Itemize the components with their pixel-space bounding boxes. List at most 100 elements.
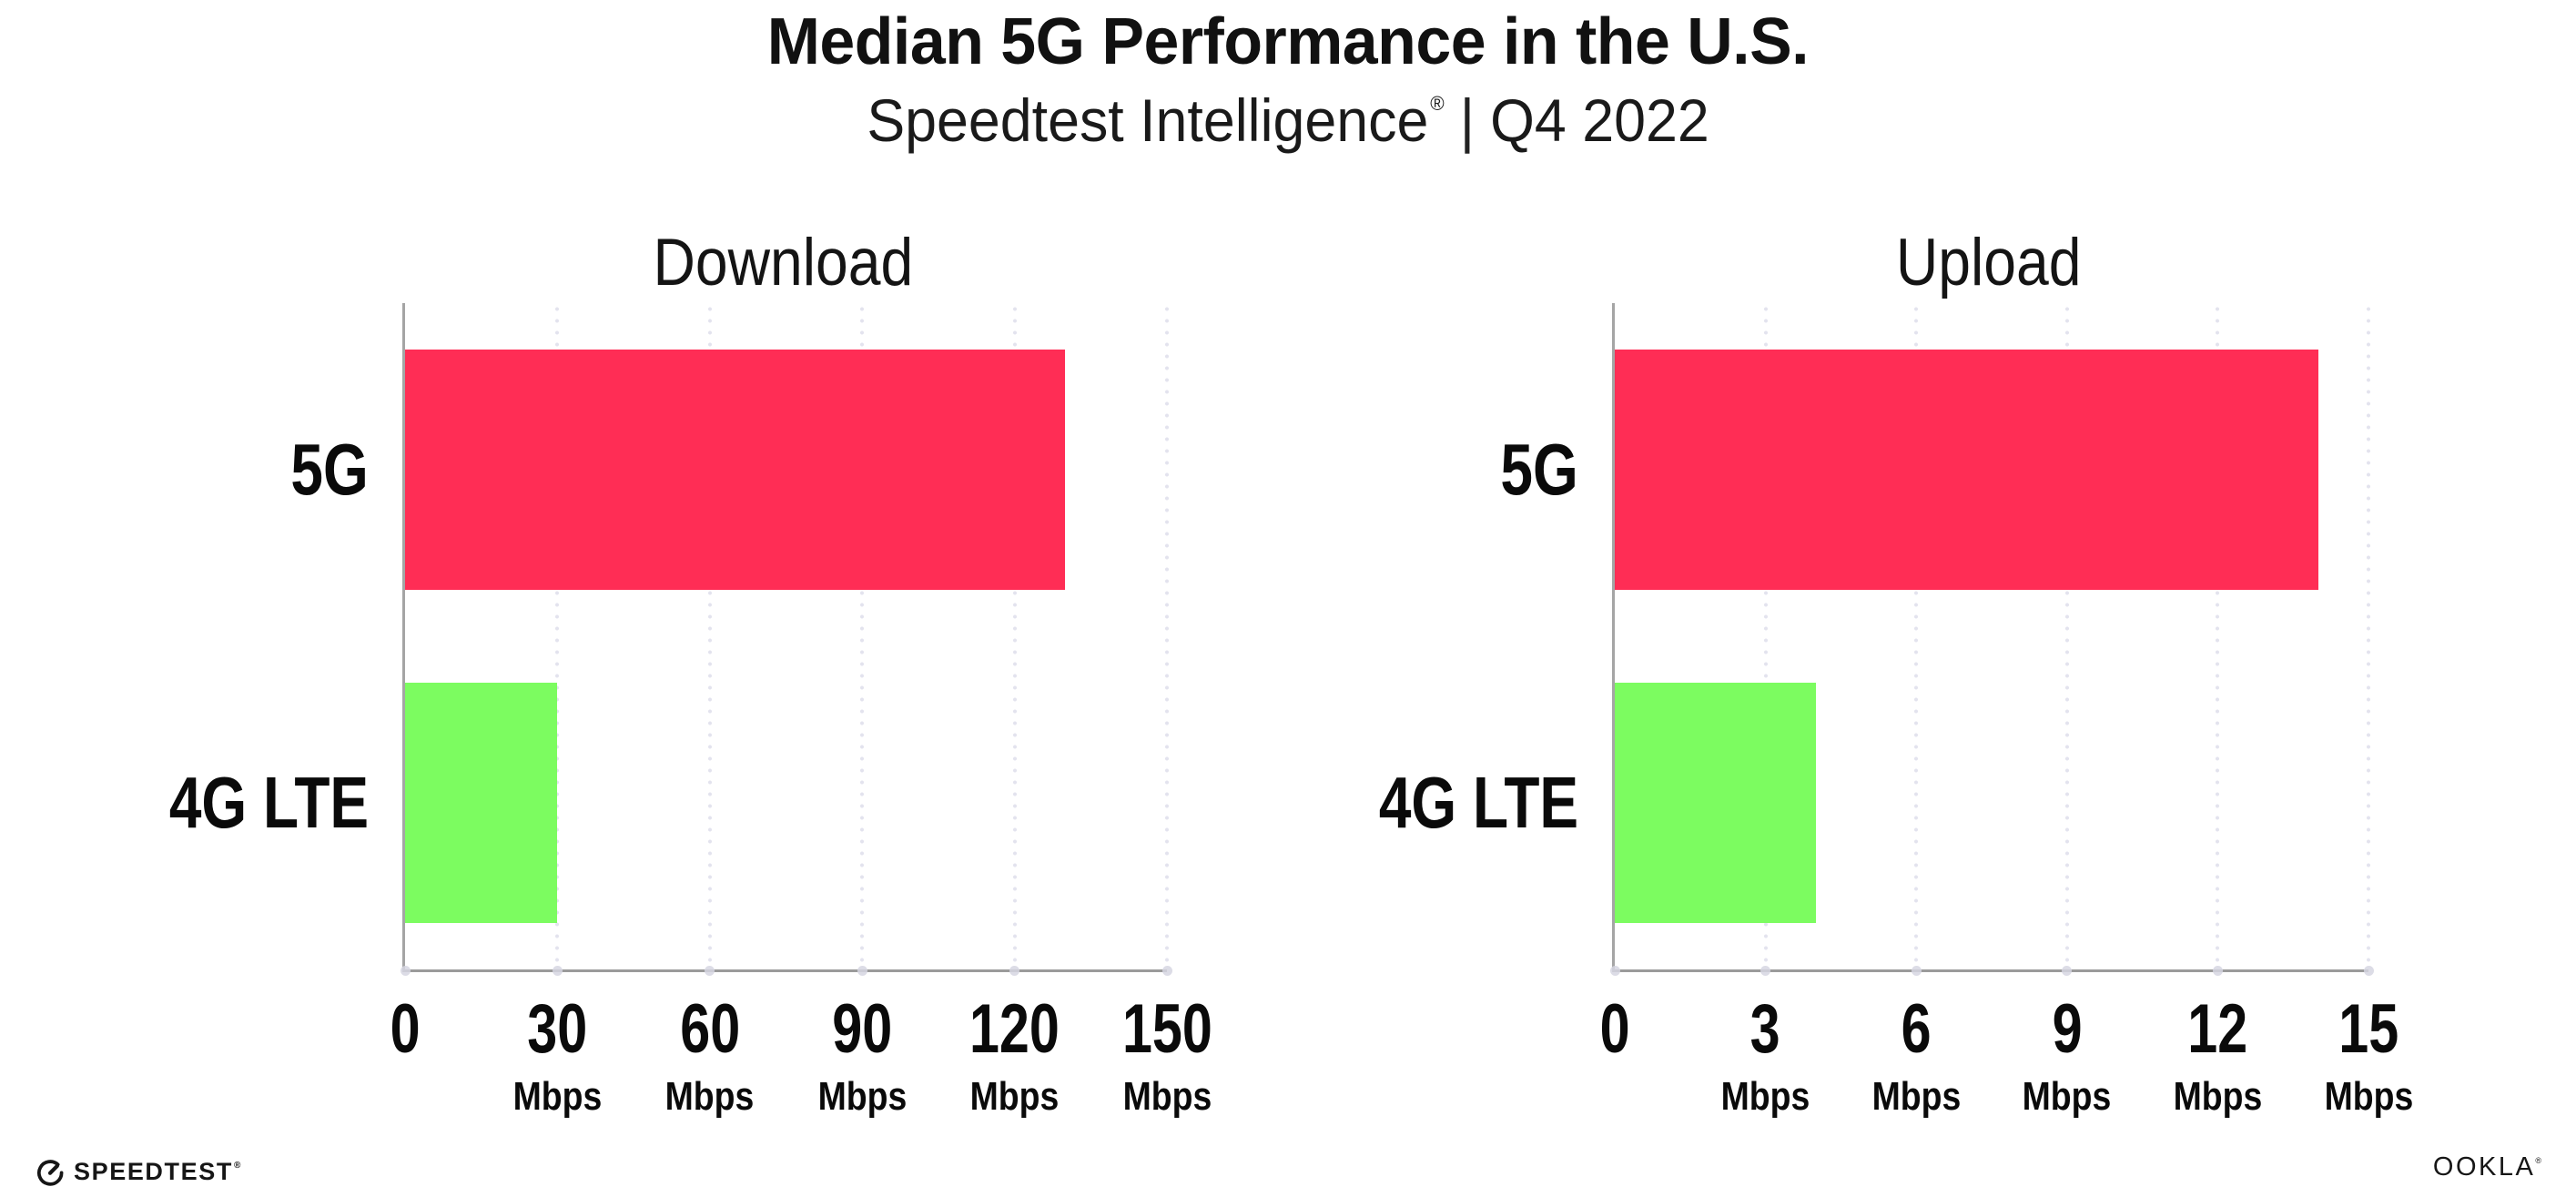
x-tick-unit-text: Mbps (817, 1074, 908, 1119)
x-tick-unit-text: Mbps (1720, 1074, 1810, 1119)
gridline-30 (555, 303, 560, 969)
bar-4g-lte (405, 683, 558, 923)
x-tick-label-30: 30 Mbps (466, 995, 648, 1117)
x-tick-value: 12 (2187, 990, 2248, 1068)
axis-tick-dot-0 (400, 966, 411, 976)
ookla-registered-mark-icon: ® (2535, 1156, 2541, 1165)
bar-5g (1615, 350, 2318, 590)
upload-plot-area: 0 3 Mbps 6 Mbps 9 Mbps 12 Mbps 15 Mbps 5G 4G LTE (1379, 303, 2413, 1117)
page-subtitle: Speedtest Intelligence® | Q4 2022 (0, 86, 2576, 155)
ookla-wordmark: OOKLA (2432, 1152, 2536, 1182)
x-tick-unit-text: Mbps (1871, 1074, 1962, 1119)
x-tick-unit: Mbps (2126, 1077, 2308, 1117)
header: Median 5G Performance in the U.S. Speedt… (0, 5, 2576, 155)
page-title: Median 5G Performance in the U.S. (0, 5, 2576, 78)
x-tick-label-120: 120 Mbps (924, 995, 1106, 1117)
speedtest-registered-mark-icon: ® (233, 1161, 242, 1171)
x-tick-value: 0 (1599, 990, 1630, 1068)
category-label-text: 5G (290, 429, 369, 510)
category-label-4g-lte: 4G LTE (0, 636, 369, 969)
axis-tick-dot-12 (2212, 966, 2223, 976)
category-label-text: 4G LTE (1378, 762, 1578, 843)
upload-chart-title-text: Upload (1896, 226, 2082, 299)
category-label-5g: 5G (1196, 303, 1578, 636)
x-tick-unit-text: Mbps (969, 1074, 1060, 1119)
x-tick-unit-text: Mbps (2022, 1074, 2112, 1119)
axis-tick-dot-150 (1161, 966, 1172, 976)
x-tick-value: 0 (390, 990, 421, 1068)
x-tick-unit: Mbps (1076, 1077, 1258, 1117)
x-tick-unit: Mbps (1976, 1077, 2158, 1117)
category-label-text: 4G LTE (168, 762, 369, 843)
subtitle-period: Q4 2022 (1490, 86, 1709, 154)
speedtest-wordmark: SPEEDTEST® (74, 1158, 242, 1186)
x-tick-value: 15 (2338, 990, 2399, 1068)
gridline-3 (1763, 303, 1768, 969)
speedtest-label: SPEEDTEST (74, 1158, 233, 1185)
axis-tick-dot-30 (552, 966, 563, 976)
subtitle-separator: | (1459, 86, 1476, 154)
axis-tick-dot-120 (1009, 966, 1020, 976)
x-tick-value: 90 (832, 990, 893, 1068)
x-tick-unit-text: Mbps (2173, 1074, 2263, 1119)
x-tick-label-0: 0 (1524, 995, 1706, 1064)
gridline-90 (860, 303, 865, 969)
gridline-6 (1914, 303, 1919, 969)
axis-tick-dot-90 (857, 966, 867, 976)
speedtest-gauge-icon (36, 1159, 64, 1186)
axis-tick-dot-6 (1911, 966, 1922, 976)
subtitle-brand: Speedtest Intelligence (867, 86, 1429, 154)
page-title-text: Median 5G Performance in the U.S. (766, 5, 1810, 78)
speedtest-logo: SPEEDTEST® (36, 1158, 242, 1186)
x-tick-label-15: 15 Mbps (2277, 995, 2459, 1117)
category-label-5g: 5G (0, 303, 369, 636)
registered-mark-icon: ® (1430, 91, 1445, 115)
x-tick-unit-text: Mbps (664, 1074, 755, 1119)
x-tick-unit: Mbps (2277, 1077, 2459, 1117)
category-label-text: 5G (1500, 429, 1578, 510)
axis-tick-dot-15 (2363, 966, 2374, 976)
x-tick-value: 9 (2052, 990, 2083, 1068)
download-chart-title-text: Download (653, 226, 914, 299)
bar-4g-lte (1615, 683, 1816, 923)
x-tick-unit: Mbps (924, 1077, 1106, 1117)
gridline-150 (1165, 303, 1169, 969)
x-tick-value: 6 (1901, 990, 1932, 1068)
download-chart-title: Download (402, 229, 1164, 296)
x-tick-unit-text: Mbps (512, 1074, 603, 1119)
x-tick-unit-text: Mbps (2324, 1074, 2413, 1119)
gridline-60 (707, 303, 712, 969)
x-tick-label-3: 3 Mbps (1675, 995, 1857, 1117)
gridline-15 (2367, 303, 2370, 969)
x-tick-value: 30 (527, 990, 588, 1068)
x-tick-unit: Mbps (466, 1077, 648, 1117)
ookla-logo: OOKLA® (2433, 1152, 2541, 1182)
x-tick-unit: Mbps (1825, 1077, 2007, 1117)
axis-tick-dot-9 (2062, 966, 2073, 976)
axis-tick-dot-0 (1609, 966, 1620, 976)
x-tick-unit: Mbps (619, 1077, 801, 1117)
x-tick-label-60: 60 Mbps (619, 995, 801, 1117)
download-plot-area: 0 30 Mbps 60 Mbps 90 Mbps 120 Mbps 150 Mbps 5G 4G LT… (169, 303, 1212, 1117)
x-tick-label-0: 0 (314, 995, 496, 1064)
x-tick-unit-text: Mbps (1122, 1074, 1212, 1119)
x-tick-label-90: 90 Mbps (771, 995, 953, 1117)
x-tick-label-6: 6 Mbps (1825, 995, 2007, 1117)
axis-tick-dot-3 (1760, 966, 1771, 976)
category-label-4g-lte: 4G LTE (1196, 636, 1578, 969)
bar-5g (405, 350, 1066, 590)
x-tick-label-12: 12 Mbps (2126, 995, 2308, 1117)
x-tick-value: 3 (1750, 990, 1781, 1068)
x-tick-unit: Mbps (1675, 1077, 1857, 1117)
x-tick-value: 120 (969, 990, 1060, 1068)
gridline-9 (2064, 303, 2069, 969)
gridline-120 (1012, 303, 1017, 969)
upload-chart-title: Upload (1612, 229, 2366, 296)
x-tick-value: 60 (679, 990, 740, 1068)
x-tick-unit: Mbps (771, 1077, 953, 1117)
gridline-12 (2216, 303, 2220, 969)
subtitle-inner: Speedtest Intelligence® | Q4 2022 (867, 86, 1709, 155)
axis-tick-dot-60 (705, 966, 715, 976)
x-tick-label-9: 9 Mbps (1976, 995, 2158, 1117)
